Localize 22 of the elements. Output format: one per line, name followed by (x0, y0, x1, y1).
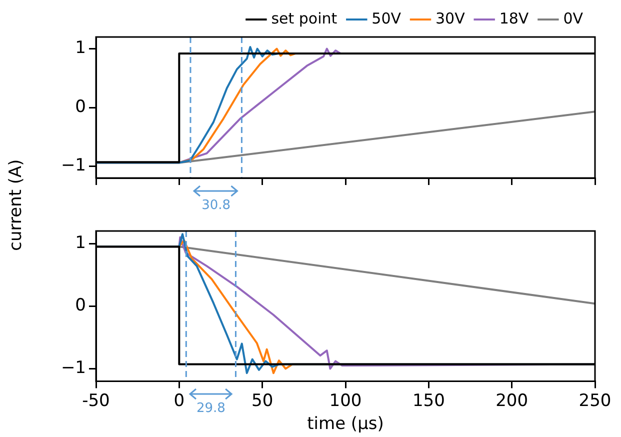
x-tick-label: 150 (412, 390, 445, 411)
x-tick-label: 50 (252, 390, 274, 411)
y-tick-label: −1 (60, 358, 86, 378)
x-tick-label: 250 (578, 390, 612, 411)
x-tick-label: 100 (329, 390, 362, 411)
y-tick-label: 1 (75, 38, 86, 58)
legend-label: 50V (372, 9, 402, 28)
legend-label: 30V (436, 9, 466, 28)
y-tick-label: −1 (60, 156, 86, 176)
legend-label: set point (271, 9, 338, 28)
y-tick-label: 0 (75, 296, 86, 316)
x-tick-label: 200 (496, 390, 528, 411)
legend-label: 0V (563, 9, 584, 28)
x-tick-label: 0 (174, 390, 185, 411)
x-axis-title: time (µs) (307, 414, 384, 434)
y-tick-label: 0 (75, 96, 86, 117)
text: 30.8 (202, 198, 231, 213)
legend-label: 18V (499, 9, 530, 28)
text: 29.8 (196, 401, 226, 416)
x-tick-label: -50 (82, 390, 110, 411)
y-tick-label: 1 (75, 232, 86, 253)
y-axis-title: current (A) (6, 159, 26, 251)
